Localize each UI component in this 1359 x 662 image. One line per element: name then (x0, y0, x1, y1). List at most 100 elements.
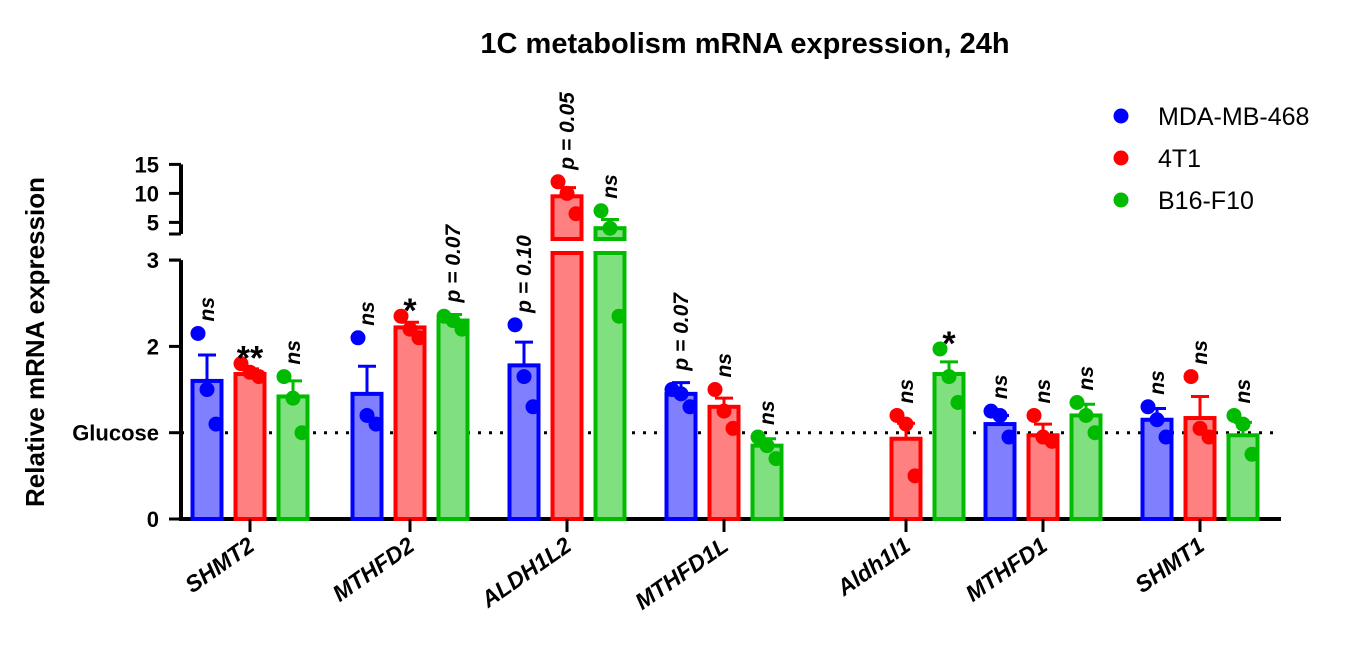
legend-label: MDA-MB-468 (1158, 103, 1309, 131)
glucose-label: Glucose (72, 421, 159, 446)
significance-label: ns (599, 174, 622, 199)
category-label: Aldh1l1 (831, 532, 915, 602)
data-point (992, 407, 1008, 423)
data-point (559, 185, 575, 201)
significance-label: ** (237, 340, 264, 378)
bar (436, 318, 470, 522)
data-point (454, 321, 470, 337)
chart-title: 1C metabolism mRNA expression, 24h (480, 28, 1009, 60)
data-point (251, 369, 267, 385)
data-point (611, 308, 627, 324)
data-point (725, 420, 741, 436)
legend-marker (1113, 108, 1129, 124)
bar (593, 251, 627, 521)
bar (190, 378, 224, 522)
y-axis-label: Relative mRNA expression (20, 177, 50, 507)
y-tick-label: 15 (135, 152, 159, 177)
significance-label: ns (989, 375, 1012, 400)
significance-label: p = 0.07 (442, 224, 465, 304)
data-point (411, 330, 427, 346)
data-point (593, 203, 609, 219)
significance-label: p = 0.05 (556, 92, 579, 171)
category-label: SHMT1 (1130, 532, 1209, 598)
data-point (1001, 429, 1017, 445)
data-point (682, 399, 698, 415)
data-point (285, 390, 301, 406)
data-point (1201, 429, 1217, 445)
data-point (393, 308, 409, 324)
significance-label: ns (282, 340, 305, 365)
data-point (1140, 399, 1156, 415)
data-point (507, 317, 523, 333)
category-label: SHMT2 (180, 532, 259, 598)
data-point (199, 382, 215, 398)
data-point (907, 468, 923, 484)
category-label: MTHFD2 (328, 532, 419, 607)
significance-label: p = 0.07 (670, 292, 693, 372)
y-tick-label: 10 (135, 181, 159, 206)
significance-label: p = 0.10 (513, 235, 536, 314)
y-tick-label: 3 (147, 248, 159, 273)
bar (393, 325, 427, 521)
bar (507, 363, 541, 521)
data-point (759, 438, 775, 454)
category-labels: SHMT2 MTHFD2 ALDH1L2 MTHFD1L Aldh1l1 MTHFD1 SH… (180, 519, 1209, 615)
data-point (516, 369, 532, 385)
data-point (1069, 394, 1085, 410)
significance-label: ns (1075, 366, 1098, 391)
data-point (1158, 429, 1174, 445)
significance-label: ns (1146, 370, 1169, 395)
data-point (294, 425, 310, 441)
significance-label: ns (895, 379, 918, 404)
bar (750, 443, 784, 521)
data-point (1244, 446, 1260, 462)
legend-label: 4T1 (1158, 145, 1201, 173)
y-tick-label: 2 (147, 334, 159, 359)
legend-marker (1113, 150, 1129, 166)
data-point (525, 399, 541, 415)
bar (233, 372, 267, 521)
significance-label: ns (713, 353, 736, 378)
y-tick-label: 0 (147, 507, 159, 532)
data-point (568, 206, 584, 222)
data-point (1235, 416, 1251, 432)
data-point (1149, 412, 1165, 428)
data-point (208, 416, 224, 432)
data-point (950, 394, 966, 410)
legend: MDA-MB-468 4T1 B16-F10 (1113, 103, 1309, 215)
significance-label: ns (356, 301, 379, 326)
data-point (941, 369, 957, 385)
data-point (1026, 407, 1042, 423)
significance-label: ns (196, 297, 219, 322)
bar (550, 251, 584, 521)
significance-label: ns (1232, 379, 1255, 404)
data-point (1087, 425, 1103, 441)
bar (276, 394, 310, 522)
significance-label: ns (1032, 379, 1055, 404)
data-point (898, 416, 914, 432)
data-point (350, 330, 366, 346)
data-point (768, 451, 784, 467)
significance-label: * (403, 292, 417, 330)
data-point (368, 416, 384, 432)
significance-label: * (942, 325, 956, 363)
data-point (1044, 433, 1060, 449)
legend-label: B16-F10 (1158, 187, 1254, 215)
data-point (602, 220, 618, 236)
data-point (190, 325, 206, 341)
data-point (276, 369, 292, 385)
category-label: ALDH1L2 (475, 532, 576, 613)
data-point (1078, 407, 1094, 423)
significance-label: ns (756, 400, 779, 425)
data-point (932, 341, 948, 357)
legend-marker (1113, 192, 1129, 208)
data-point (1183, 369, 1199, 385)
data-point (550, 174, 566, 190)
data-point (707, 382, 723, 398)
y-tick-label: 5 (147, 210, 159, 235)
data-point (673, 386, 689, 402)
category-label: MTHFD1 (961, 532, 1052, 607)
data-point (716, 403, 732, 419)
